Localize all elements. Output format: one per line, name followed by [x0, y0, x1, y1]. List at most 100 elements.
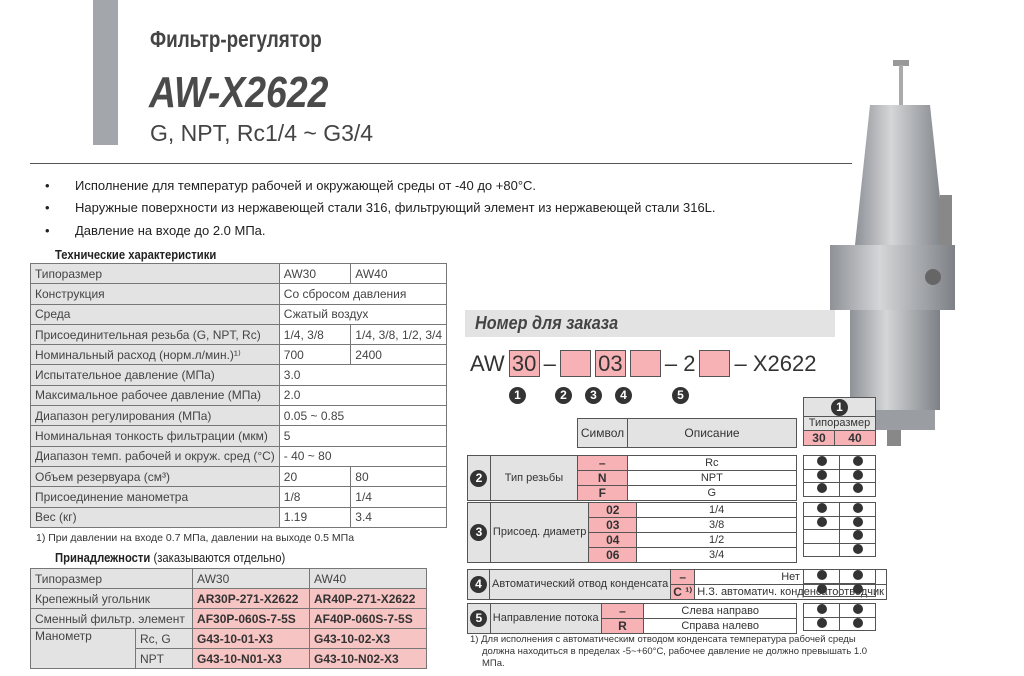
availability-30 — [803, 542, 840, 557]
col-description: Описание — [627, 418, 797, 448]
divider — [30, 163, 852, 164]
description: Справа налево — [643, 618, 797, 634]
spec-value-aw40: 80 — [350, 465, 447, 488]
available-dot-icon — [816, 456, 827, 467]
table-row: Конструкция Со сбросом давления — [30, 283, 448, 305]
available-dot-icon — [816, 604, 827, 615]
bullet-item: • Исполнение для температур рабочей и окр… — [45, 178, 537, 193]
description: NPT — [626, 470, 798, 486]
table-row: 4 Автоматический отвод конденсата – Нет — [467, 569, 887, 600]
spec-value-aw30: 1.19 — [278, 506, 352, 528]
availability-30 — [803, 582, 840, 597]
availability-30 — [803, 502, 840, 517]
spec-value-aw30: AW30 — [278, 262, 352, 285]
available-dot-icon — [852, 583, 863, 594]
availability-40 — [839, 582, 876, 597]
available-dot-icon — [852, 503, 863, 514]
number-badge: 2 — [555, 387, 572, 404]
bullet-item: • Давление на входе до 2.0 МПа. — [45, 223, 266, 238]
symbol: 04 — [588, 532, 638, 548]
col-size: Типоразмер — [803, 416, 876, 431]
product-image — [830, 60, 955, 446]
spec-value: 2.0 — [278, 384, 448, 407]
spec-label: Номинальная тонкость фильтрации (мкм) — [30, 425, 280, 447]
part-number: AR40P-271-X2622 — [309, 588, 427, 609]
col-symbol: Символ — [577, 418, 628, 448]
availability-40 — [839, 529, 876, 544]
order-footnote: 1) Для исполнения с автоматическим отвод… — [470, 634, 868, 669]
accessories-title: Принадлежности (заказываются отдельно) — [55, 551, 285, 565]
number-badge: 1 — [831, 398, 848, 416]
symbol: – — [670, 569, 696, 585]
spec-value: - 40 ~ 80 — [278, 445, 448, 467]
part-number: AF30P-060S-7-5S — [192, 608, 310, 629]
spec-label: Объем резервуара (см³) — [30, 465, 280, 488]
description: 1/4 — [636, 502, 797, 518]
number-badge: 3 — [585, 387, 602, 404]
code-diameter-box: 03 — [594, 350, 626, 377]
order-group: 2 Тип резьбы – Rc N NPT F G — [467, 455, 798, 501]
availability-40 — [839, 502, 876, 517]
group-label: Направление потока — [489, 603, 602, 634]
number-badge: 5 — [470, 610, 488, 627]
description: 1/2 — [636, 532, 797, 548]
bullet-text: Наружные поверхности из нержавеющей стал… — [75, 200, 716, 215]
size-header-table: 1 Типоразмер 30 40 — [803, 397, 877, 446]
availability-40 — [839, 616, 876, 631]
available-dot-icon — [852, 456, 863, 467]
spec-value: 5 — [278, 425, 448, 447]
available-dot-icon — [816, 516, 827, 527]
code-size-box: 30 — [508, 350, 540, 377]
spec-value: 0.05 ~ 0.85 — [278, 405, 448, 427]
available-dot-icon — [852, 530, 863, 541]
code-suffix: – X2622 — [734, 350, 817, 376]
spec-label: Типоразмер — [30, 262, 280, 285]
table-row: R Справа налево — [468, 618, 797, 634]
spec-value-aw30: 1/8 — [278, 486, 352, 508]
specs-title: Технические характеристики — [55, 248, 217, 262]
order-group: 5 Направление потока – Слева направо R Справа… — [467, 603, 797, 634]
availability-group — [803, 502, 876, 557]
available-dot-icon — [816, 570, 827, 581]
product-ports: G, NPT, Rc1/4 ~ G3/4 — [150, 120, 374, 146]
size-30: 30 — [803, 429, 835, 446]
available-dot-icon — [852, 570, 863, 581]
cell: Типоразмер — [29, 568, 194, 589]
spec-value: Со сбросом давления — [278, 283, 448, 305]
table-row: 2 Тип резьбы – Rc — [467, 455, 798, 501]
symbol: 06 — [588, 547, 638, 563]
code-mid: – 2 — [664, 350, 696, 376]
order-heading: Номер для заказа — [465, 310, 835, 337]
available-dot-icon — [816, 583, 827, 594]
availability-30 — [803, 468, 840, 483]
table-row: NPT G43-10-N01-X3 G43-10-N02-X3 — [31, 648, 427, 669]
availability-group — [803, 603, 876, 631]
availability-30 — [803, 515, 840, 530]
spec-label: Среда — [30, 303, 280, 325]
number-badge: 4 — [615, 387, 632, 404]
table-row: Присоединение манометра 1/8 1/4 — [30, 486, 447, 508]
availability-30 — [803, 482, 840, 497]
spec-value-aw40: AW40 — [350, 262, 447, 285]
accessories-heading: Принадлежности — [55, 551, 151, 565]
order-header-table: Символ Описание — [577, 418, 797, 448]
cell: Крепежный угольник — [29, 588, 194, 609]
spec-label: Диапазон регулирования (МПа) — [30, 405, 280, 427]
availability-30 — [803, 603, 840, 618]
symbol: 03 — [588, 517, 638, 533]
number-badge: 2 — [470, 469, 488, 487]
spec-label: Конструкция — [30, 283, 280, 305]
availability-40 — [839, 455, 876, 470]
code-dash: – — [543, 350, 556, 376]
description: G — [626, 485, 798, 501]
product-model: AW-X2622 — [149, 68, 329, 117]
part-number: G43-10-02-X3 — [309, 628, 427, 649]
symbol: C ¹⁾ — [670, 584, 696, 600]
symbol: N — [576, 470, 628, 486]
part-number: G43-10-N01-X3 — [192, 648, 310, 669]
availability-30 — [803, 529, 840, 544]
table-row: 5 Направление потока – Слева направо — [467, 603, 797, 634]
symbol: 02 — [588, 502, 638, 518]
symbol: F — [576, 485, 628, 501]
spec-value: 3.0 — [278, 364, 448, 386]
